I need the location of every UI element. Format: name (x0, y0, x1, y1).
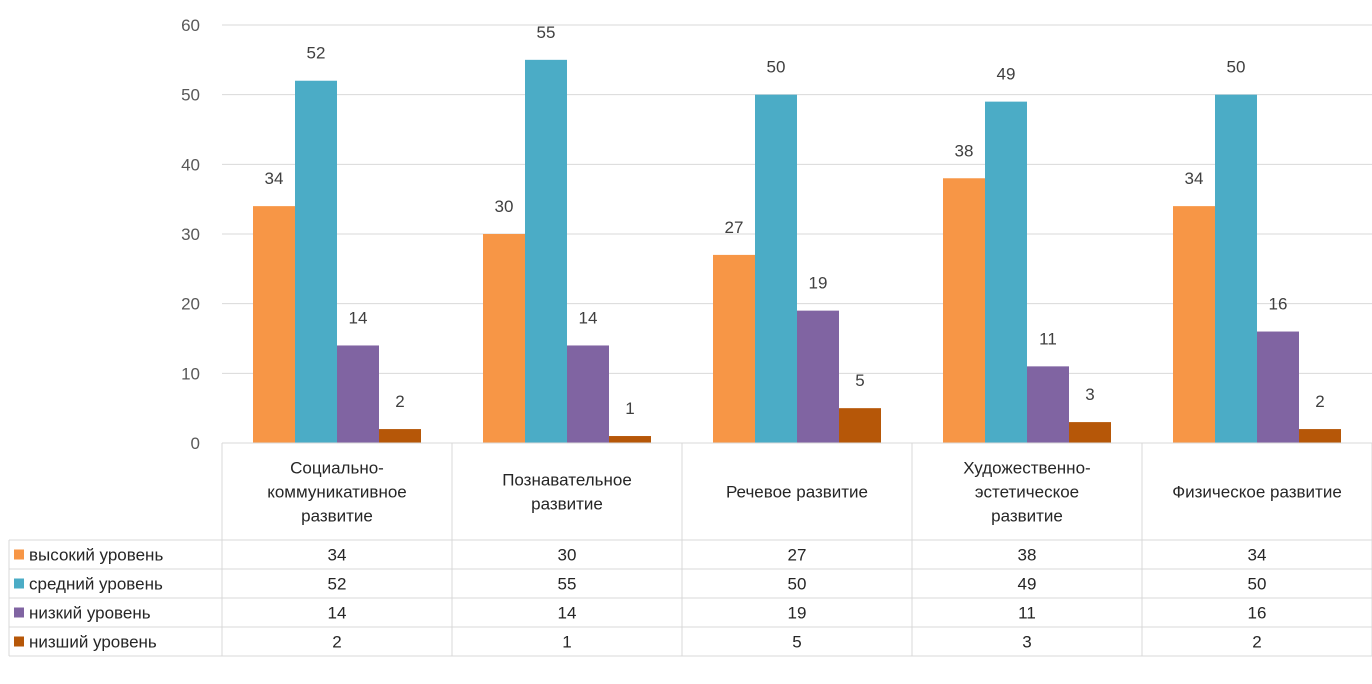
category-label: Речевое развитие (726, 483, 868, 502)
data-label: 16 (1269, 295, 1288, 314)
bar (755, 94, 797, 444)
table-cell: 34 (328, 546, 347, 565)
bar (483, 234, 525, 443)
bar (713, 254, 755, 443)
y-tick-label: 30 (181, 225, 200, 244)
data-label: 55 (537, 23, 556, 42)
bar (1299, 429, 1341, 443)
data-label: 11 (1039, 329, 1057, 348)
bar (253, 206, 295, 443)
bar (839, 408, 881, 443)
bar (985, 101, 1027, 443)
category-label: развитие (301, 507, 373, 526)
bar (943, 178, 985, 443)
data-label: 27 (725, 218, 744, 237)
data-label: 2 (1315, 392, 1324, 411)
bar (797, 310, 839, 443)
bar (1215, 94, 1257, 444)
series-name: средний уровень (29, 575, 163, 594)
data-label: 14 (349, 308, 368, 327)
category-label: Художественно- (963, 459, 1090, 478)
table-cell: 30 (558, 546, 577, 565)
data-label: 19 (809, 274, 828, 293)
y-tick-label: 0 (191, 434, 200, 453)
data-label: 14 (579, 308, 598, 327)
y-tick-label: 50 (181, 86, 200, 105)
data-label: 34 (265, 169, 284, 188)
series-name: низший уровень (29, 633, 157, 652)
table-cell: 55 (558, 575, 577, 594)
y-tick-label: 40 (181, 155, 200, 174)
category-label: Физическое развитие (1172, 483, 1342, 502)
bar (295, 80, 337, 443)
table-cell: 50 (788, 575, 807, 594)
table-cell: 14 (328, 604, 347, 623)
table-cell: 52 (328, 575, 347, 594)
series-name: низкий уровень (29, 604, 151, 623)
data-label: 1 (625, 399, 634, 418)
table-cell: 19 (788, 604, 807, 623)
bar (1069, 422, 1111, 443)
bar (525, 59, 567, 443)
bar (609, 436, 651, 443)
data-label: 50 (1227, 58, 1246, 77)
series-name: высокий уровень (29, 546, 163, 565)
data-label: 5 (855, 371, 864, 390)
bar (567, 345, 609, 443)
y-tick-label: 20 (181, 295, 200, 314)
category-label: Познавательное (502, 471, 632, 490)
category-label: развитие (531, 495, 603, 514)
table-cell: 38 (1018, 546, 1037, 565)
data-label: 50 (767, 58, 786, 77)
table-cell: 50 (1248, 575, 1267, 594)
table-cell: 11 (1018, 604, 1036, 623)
y-tick-label: 60 (181, 16, 200, 35)
data-label: 2 (395, 392, 404, 411)
data-label: 30 (495, 197, 514, 216)
bar (1027, 366, 1069, 443)
category-label: эстетическое (975, 483, 1079, 502)
bar (379, 429, 421, 443)
bar (1257, 331, 1299, 443)
table-cell: 2 (332, 633, 341, 652)
y-tick-label: 10 (181, 364, 200, 383)
category-label: развитие (991, 507, 1063, 526)
category-label: Социально- (290, 459, 384, 478)
data-label: 38 (955, 141, 974, 160)
table-cell: 2 (1252, 633, 1261, 652)
category-label: коммуникативное (267, 483, 407, 502)
legend-key (14, 636, 24, 647)
table-cell: 27 (788, 546, 807, 565)
table-cell: 1 (562, 633, 571, 652)
data-label: 52 (307, 44, 326, 63)
table-cell: 34 (1248, 546, 1267, 565)
table-cell: 14 (558, 604, 577, 623)
legend-key (14, 549, 24, 560)
data-label: 49 (997, 65, 1016, 84)
bar (1173, 206, 1215, 443)
data-label: 34 (1185, 169, 1204, 188)
legend-key (14, 578, 24, 589)
table-cell: 49 (1018, 575, 1037, 594)
table-cell: 16 (1248, 604, 1267, 623)
legend-key (14, 607, 24, 618)
bar (337, 345, 379, 443)
table-cell: 3 (1022, 633, 1031, 652)
table-cell: 5 (792, 633, 801, 652)
data-label: 3 (1085, 385, 1094, 404)
